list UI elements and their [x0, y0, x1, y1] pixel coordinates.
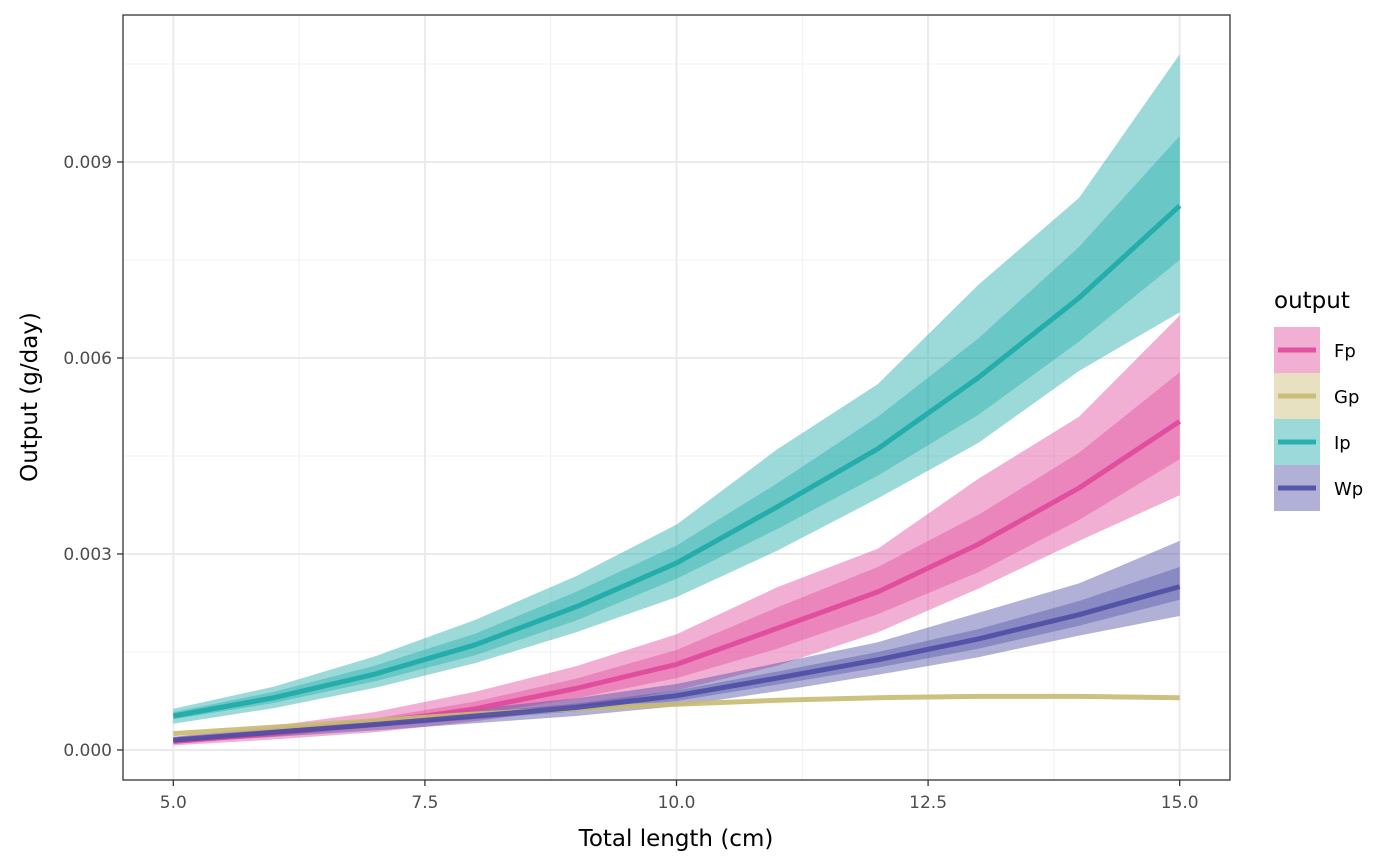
legend-label-ip: Ip — [1334, 433, 1351, 454]
series-line-gp — [173, 693, 1180, 737]
x-axis-title: Total length (cm) — [578, 826, 774, 852]
x-tick-label: 10.0 — [658, 793, 696, 813]
y-tick-label: 0.000 — [63, 741, 112, 761]
series-line-wp — [173, 584, 1181, 743]
x-tick-label: 12.5 — [909, 793, 947, 813]
x-tick-label: 7.5 — [411, 793, 438, 813]
y-axis-title: Output (g/day) — [17, 312, 43, 482]
legend-label-gp: Gp — [1334, 387, 1359, 408]
legend-label-fp: Fp — [1334, 341, 1356, 362]
series-line-ip — [172, 203, 1182, 719]
data-layer — [172, 54, 1182, 746]
y-tick-label: 0.003 — [63, 545, 112, 565]
legend-title: output — [1274, 288, 1350, 314]
x-tick-label: 5.0 — [160, 793, 187, 813]
y-tick-label: 0.009 — [63, 153, 112, 173]
x-axis-ticks: 5.0 7.5 10.0 12.5 15.0 — [160, 780, 1199, 813]
y-axis-ticks: 0.000 0.003 0.006 0.009 — [63, 153, 123, 761]
grid-lines — [123, 15, 1230, 780]
band-outer-fp — [173, 315, 1180, 746]
legend: Fp Gp Ip Wp — [1274, 327, 1363, 511]
x-tick-label: 15.0 — [1161, 793, 1199, 813]
band-inner-fp — [173, 372, 1180, 743]
y-tick-label: 0.006 — [63, 349, 112, 369]
band-outer-ip — [173, 54, 1180, 724]
legend-label-wp: Wp — [1334, 479, 1363, 500]
